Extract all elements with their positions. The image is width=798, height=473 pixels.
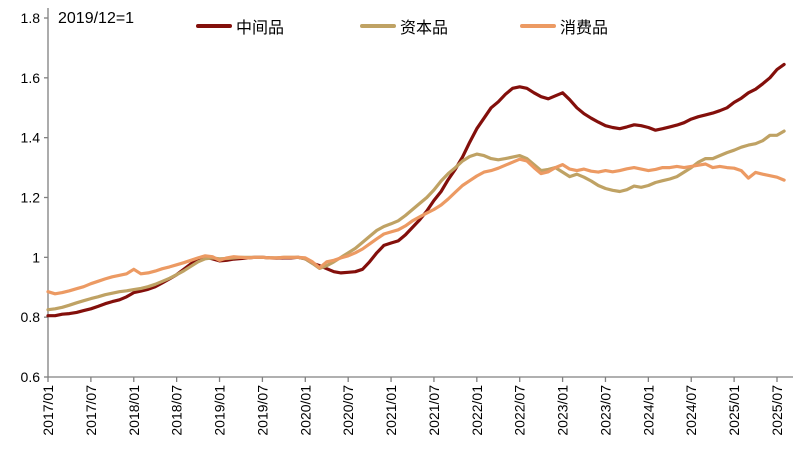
legend-label-consumer-goods: 消费品 [560, 20, 609, 37]
y-tick-label: 1 [32, 249, 40, 265]
x-tick-label: 2020/01 [297, 385, 313, 436]
x-tick-label: 2022/01 [469, 385, 485, 436]
y-tick-label: 1.2 [21, 190, 41, 206]
legend-swatch-capital-goods [360, 24, 396, 28]
x-tick-label: 2021/07 [426, 385, 442, 436]
x-tick-label: 2024/07 [683, 385, 699, 436]
x-tick-label: 2022/07 [512, 385, 528, 436]
y-tick-label: 1.4 [21, 130, 41, 146]
x-tick-label: 2025/01 [726, 385, 742, 436]
x-tick-label: 2023/01 [555, 385, 571, 436]
x-tick-label: 2024/01 [640, 385, 656, 436]
x-tick-label: 2023/07 [597, 385, 613, 436]
base-period-annotation: 2019/12=1 [58, 10, 135, 27]
x-tick-label: 2018/01 [126, 385, 142, 436]
legend-item-intermediate-goods: 中间品 [196, 14, 284, 38]
y-tick-label: 1.8 [21, 10, 41, 26]
legend-item-consumer-goods: 消费品 [520, 14, 608, 38]
legend-swatch-consumer-goods [520, 24, 556, 28]
x-tick-label: 2020/07 [340, 385, 356, 436]
y-tick-label: 1.6 [21, 70, 41, 86]
legend-label-capital-goods: 资本品 [400, 20, 449, 37]
x-tick-label: 2025/07 [769, 385, 785, 436]
series-line-capital-goods [46, 129, 786, 312]
x-tick-label: 2017/01 [40, 385, 56, 436]
series-line-intermediate-goods [46, 62, 786, 318]
y-tick-label: 0.8 [21, 309, 41, 325]
legend-label-intermediate-goods: 中间品 [236, 20, 285, 37]
legend-swatch-intermediate-goods [196, 24, 232, 28]
y-tick-label: 0.6 [21, 369, 41, 385]
x-tick-label: 2019/01 [212, 385, 228, 436]
x-tick-label: 2019/07 [254, 385, 270, 436]
legend-item-capital-goods: 资本品 [360, 14, 448, 38]
x-tick-label: 2018/07 [169, 385, 185, 436]
series-line-consumer-goods [46, 157, 786, 296]
x-tick-label: 2017/07 [83, 385, 99, 436]
x-tick-label: 2021/01 [383, 385, 399, 436]
chart-legend: 中间品 资本品 消费品 [0, 14, 798, 38]
